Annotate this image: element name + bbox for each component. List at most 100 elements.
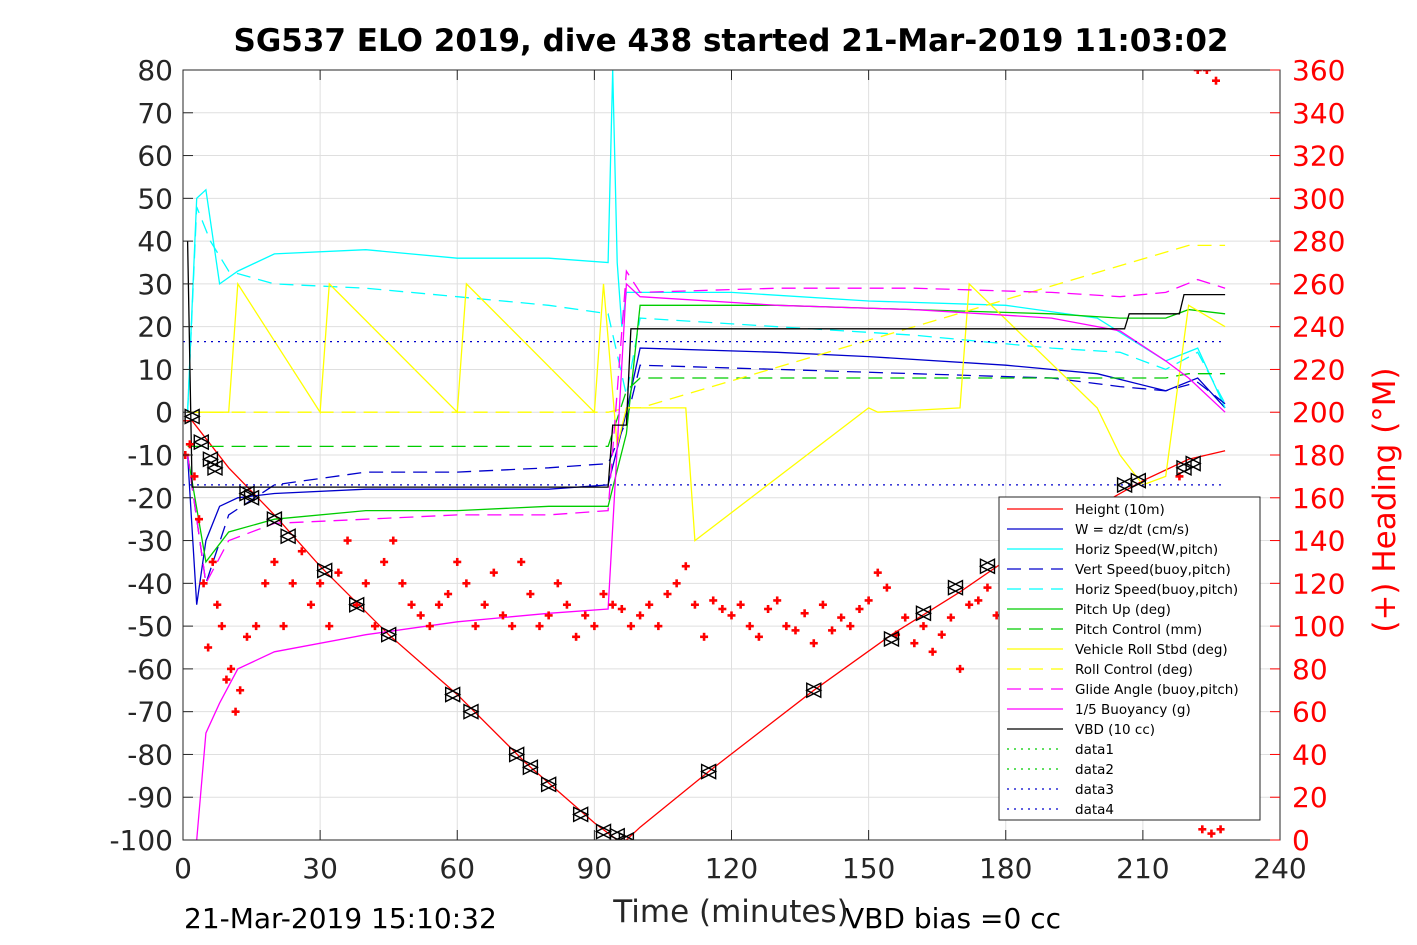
heading-point: [236, 686, 245, 695]
y-right-tick-label-1: 340: [1292, 97, 1345, 130]
x-tick-label-1: 30: [302, 852, 338, 885]
marker-point: [521, 759, 539, 776]
heading-point: [226, 664, 235, 673]
heading-point: [864, 596, 873, 605]
x-axis-label: Time (minutes): [612, 894, 848, 930]
heading-point: [544, 611, 553, 620]
x-tick-label-7: 210: [1116, 852, 1169, 885]
heading-point: [453, 557, 462, 566]
marker-point: [348, 596, 366, 613]
heading-point: [663, 590, 672, 599]
y-tick-label-4: 40: [137, 225, 173, 258]
legend-label-11: VBD (10 cc): [1075, 722, 1155, 738]
series-layer: [183, 70, 1226, 840]
y-right-tick-label-9: 180: [1292, 439, 1345, 472]
heading-point: [773, 596, 782, 605]
heading-point: [599, 590, 608, 599]
y-tick-label-9: -10: [127, 439, 173, 472]
legend-box: [998, 496, 1261, 821]
legend-label-5: Pitch Up (deg): [1075, 602, 1171, 618]
heading-point: [754, 632, 763, 641]
x-tick-label-6: 180: [979, 852, 1032, 885]
heading-point: [489, 568, 498, 577]
heading-point: [316, 579, 325, 588]
legend-label-13: data2: [1075, 762, 1114, 778]
marker-point: [540, 776, 558, 793]
y-right-tick-label-13: 100: [1292, 610, 1345, 643]
legend-label-1: W = dz/dt (cm/s): [1075, 522, 1189, 538]
legend-label-14: data3: [1075, 782, 1114, 798]
y-right-tick-label-14: 80: [1292, 653, 1328, 686]
right-axis-label: (+) Heading (°M): [1367, 367, 1403, 632]
heading-point: [213, 600, 222, 609]
marker-point: [914, 605, 933, 622]
legend-label-2: Horiz Speed(W,pitch): [1075, 542, 1218, 558]
legend-label-15: data4: [1075, 802, 1114, 818]
heading-point: [608, 600, 617, 609]
series-line-2: [186, 70, 1226, 413]
marker-point: [265, 511, 283, 528]
x-tick-label-0: 0: [174, 852, 192, 885]
legend-label-4: Horiz Speed(buoy,pitch): [1075, 582, 1238, 598]
heading-point: [937, 630, 946, 639]
heading-point: [782, 622, 791, 631]
heading-point: [974, 596, 983, 605]
marker-point: [380, 626, 398, 643]
heading-point: [928, 647, 937, 656]
y-right-tick-label-2: 320: [1292, 140, 1345, 173]
heading-point: [681, 562, 690, 571]
heading-point: [590, 622, 599, 631]
x-tick-label-5: 150: [842, 852, 895, 885]
series-line-9: [186, 269, 1226, 586]
legend-label-6: Pitch Control (mm): [1075, 622, 1202, 638]
heading-point: [828, 626, 837, 635]
heading-point: [526, 590, 535, 599]
heading-point: [261, 579, 270, 588]
series-line-5: [186, 304, 1226, 564]
heading-point: [297, 547, 306, 556]
marker-point: [279, 528, 297, 545]
y-tick-label-2: 60: [137, 140, 173, 173]
heading-point: [194, 515, 203, 524]
marker-point: [978, 558, 997, 575]
heading-point: [791, 626, 800, 635]
legend-label-10: 1/5 Buoyancy (g): [1075, 702, 1191, 718]
y-right-tick-label-4: 280: [1292, 225, 1345, 258]
marker-point: [462, 703, 480, 720]
y-right-tick-label-16: 40: [1292, 738, 1328, 771]
heading-point: [185, 440, 194, 449]
marker-point: [572, 806, 590, 823]
marker-point: [192, 434, 210, 451]
legend-label-3: Vert Speed(buoy,pitch): [1075, 562, 1231, 578]
y-tick-label-11: -30: [127, 525, 173, 558]
heading-point: [727, 611, 736, 620]
vbd-bias-footer: VBD bias =0 cc: [845, 902, 1061, 935]
heading-point: [352, 600, 361, 609]
y-tick-label-3: 50: [137, 182, 173, 215]
y-tick-label-16: -80: [127, 738, 173, 771]
heading-point: [462, 579, 471, 588]
x-tick-label-8: 240: [1253, 852, 1306, 885]
heading-point: [498, 611, 507, 620]
heading-point: [581, 611, 590, 620]
y-tick-label-13: -50: [127, 610, 173, 643]
y-tick-label-12: -40: [127, 567, 173, 600]
heading-point: [837, 613, 846, 622]
heading-point: [334, 568, 343, 577]
heading-point: [222, 675, 231, 684]
heading-point: [517, 557, 526, 566]
heading-point: [745, 622, 754, 631]
heading-point: [425, 622, 434, 631]
y-right-tick-label-0: 360: [1292, 54, 1345, 87]
y-right-tick-label-10: 160: [1292, 482, 1345, 515]
y-tick-label-10: -20: [127, 482, 173, 515]
y-tick-label-15: -70: [127, 696, 173, 729]
heading-point: [480, 600, 489, 609]
y-right-tick-label-17: 20: [1292, 781, 1328, 814]
y-tick-label-0: 80: [137, 54, 173, 87]
marker-point: [316, 562, 334, 579]
heading-point: [946, 613, 955, 622]
heading-point: [389, 536, 398, 545]
y-tick-label-14: -60: [127, 653, 173, 686]
heading-point: [901, 613, 910, 622]
